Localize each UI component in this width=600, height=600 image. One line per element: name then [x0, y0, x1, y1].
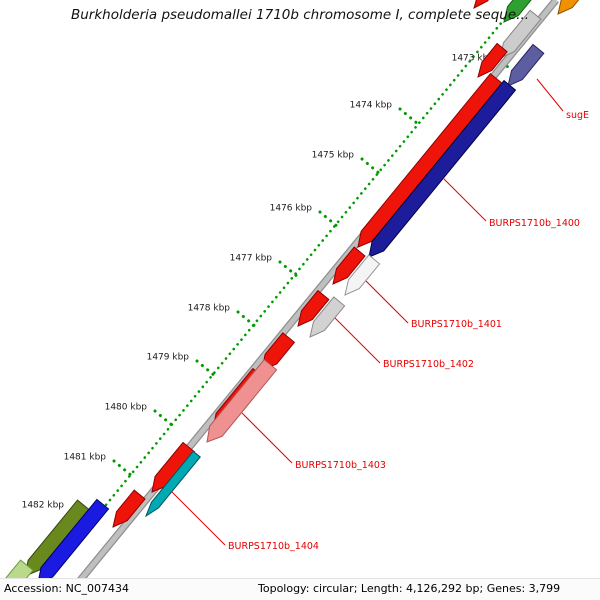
ruler-tick-dots — [278, 260, 300, 279]
ruler-tick-label: 1476 kbp — [270, 204, 313, 214]
gene-arrow[interactable] — [297, 289, 330, 327]
gene-label-leader — [536, 78, 564, 112]
ruler-tick-label: 1478 kbp — [188, 304, 231, 314]
gene-arrow[interactable] — [557, 0, 600, 15]
gene-arrow[interactable] — [477, 42, 508, 78]
gene-label[interactable]: BURPS1710b_1400 — [489, 218, 580, 229]
ruler-tick-label: 1479 kbp — [147, 353, 190, 363]
gene-arrow[interactable] — [37, 498, 110, 584]
accession-text: Accession: NC_007434 — [4, 582, 130, 595]
ruler-tick-dots — [318, 210, 340, 229]
ruler-tick-label: 1474 kbp — [350, 101, 393, 111]
ruler-tick-label: 1473 kbp — [452, 54, 495, 64]
gene-label[interactable]: sugE — [566, 110, 589, 121]
gene-arrow-BURPS1710b_1404[interactable] — [144, 450, 201, 518]
ruler-tick-dots — [236, 310, 258, 329]
gene-arrow-BURPS1710b_1403[interactable] — [206, 358, 278, 443]
gene-label[interactable]: BURPS1710b_1402 — [383, 359, 474, 370]
ruler-tick-label: 1481 kbp — [64, 453, 107, 463]
gene-label-leader — [334, 317, 381, 364]
ruler-tick-label: 1477 kbp — [230, 254, 273, 264]
gene-label-leader — [365, 280, 409, 324]
ruler-tick-dots — [398, 107, 420, 126]
ruler-tick-label: 1482 kbp — [22, 501, 65, 511]
sequence-title: Burkholderia pseudomallei 1710b chromoso… — [70, 7, 530, 23]
topology-info-text: Topology: circular; Length: 4,126,292 bp… — [258, 582, 561, 595]
gene-label-leader — [442, 177, 487, 222]
gene-arrow-sugE[interactable] — [507, 43, 545, 87]
gene-label[interactable]: BURPS1710b_1404 — [228, 541, 319, 552]
gene-label[interactable]: BURPS1710b_1403 — [295, 460, 386, 471]
gene-label-leader — [171, 491, 226, 546]
ruler-tick-label: 1480 kbp — [105, 403, 148, 413]
ruler-tick-dots — [153, 409, 175, 428]
gene-arrow[interactable] — [473, 0, 505, 9]
gene-arrow[interactable] — [503, 0, 560, 23]
ruler-tick-dots — [112, 459, 134, 478]
gene-arrow-BURPS1710b_1402[interactable] — [309, 296, 346, 338]
status-bar: Accession: NC_007434 Topology: circular;… — [0, 578, 600, 600]
ruler-tick-dots — [195, 359, 217, 378]
ruler-tick-label: 1475 kbp — [312, 151, 355, 161]
gene-label[interactable]: BURPS1710b_1401 — [411, 319, 502, 330]
ruler-tick-dots — [360, 157, 382, 176]
gene-arrow-BURPS1710b_1400[interactable] — [368, 79, 517, 258]
gene-label-leader — [241, 412, 293, 464]
gene-arrow-BURPS1710b_1401[interactable] — [344, 254, 381, 296]
ruler-ticks-group: 1473 kbp 1474 kbp 1475 kbp 1476 kbp 1477 kbp… — [22, 54, 522, 526]
gene-arrow[interactable] — [332, 246, 366, 285]
gene-labels-group: sugE BURPS1710b_1400 BURPS1710b_1401 BURPS1… — [171, 78, 589, 552]
gene-arrow[interactable] — [112, 489, 146, 528]
ruler-axis — [26, 0, 522, 600]
